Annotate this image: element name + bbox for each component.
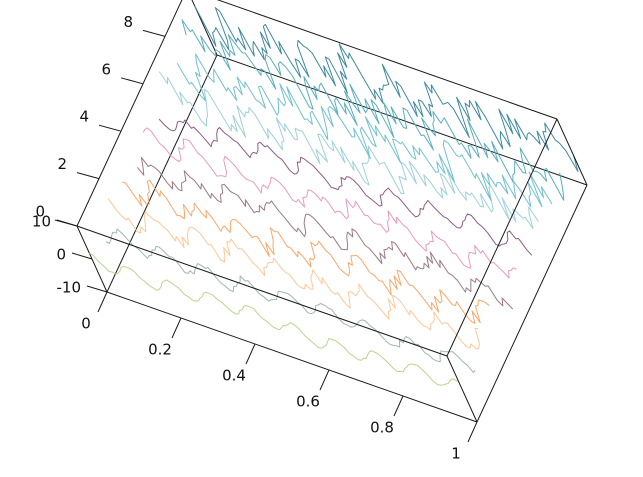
y-tick-label: 0 [35,203,45,221]
z-tick [56,219,78,227]
y-tick [98,124,122,132]
x-tick-label: 0.4 [222,367,246,385]
x-tick [467,421,478,443]
z-tick-label: 10 [32,213,51,231]
box-front-edges [76,0,588,423]
box-edge [76,0,183,227]
x-tick-label: 0.8 [370,419,394,437]
series-line-3 [122,179,490,324]
x-tick [171,317,182,339]
y-tick-label: 8 [123,13,133,31]
box-edge [191,0,218,56]
series-layer [89,5,579,386]
x-tick-label: 0.6 [296,393,320,411]
series-line-1 [105,228,476,373]
series-line-10 [194,5,579,172]
z-tick [86,285,108,293]
y-tick [76,172,100,180]
y-tick-label: 4 [79,108,89,126]
x-tick [319,369,330,391]
x-tick [245,343,256,365]
y-tick-label: 2 [57,155,67,173]
x-tick [393,395,404,417]
axis-tick-labels: 00.20.40.60.810246810100-10 [32,13,461,463]
box-edge [556,118,588,186]
y-tick-label: 6 [101,60,111,78]
z-tick-label: 0 [56,246,66,264]
series-line-0 [89,252,459,386]
box-edge [106,54,218,293]
x-tick [97,291,108,313]
box-edge [216,54,588,186]
series-line-4 [137,156,514,310]
series-line-2 [107,198,480,350]
series-line-6 [158,118,533,256]
box-edge [216,0,558,120]
series-line-5 [142,127,517,279]
x-tick-label: 0.2 [148,341,172,359]
box-back-edges [76,0,588,423]
series-line-9 [181,19,565,201]
axis-ticks [54,29,478,443]
z-tick-label: -10 [57,279,82,297]
z-tick [71,252,93,260]
box-edge [446,355,478,423]
box-edge [476,184,588,423]
x-tick-label: 1 [451,445,461,463]
x-tick-label: 0 [81,315,91,333]
series-line-8 [176,53,553,208]
box-edge [106,291,478,423]
y-tick [120,77,144,85]
box-edge [76,225,448,357]
series-line-7 [158,71,539,230]
y-tick [142,29,166,37]
box-edge [446,118,558,357]
